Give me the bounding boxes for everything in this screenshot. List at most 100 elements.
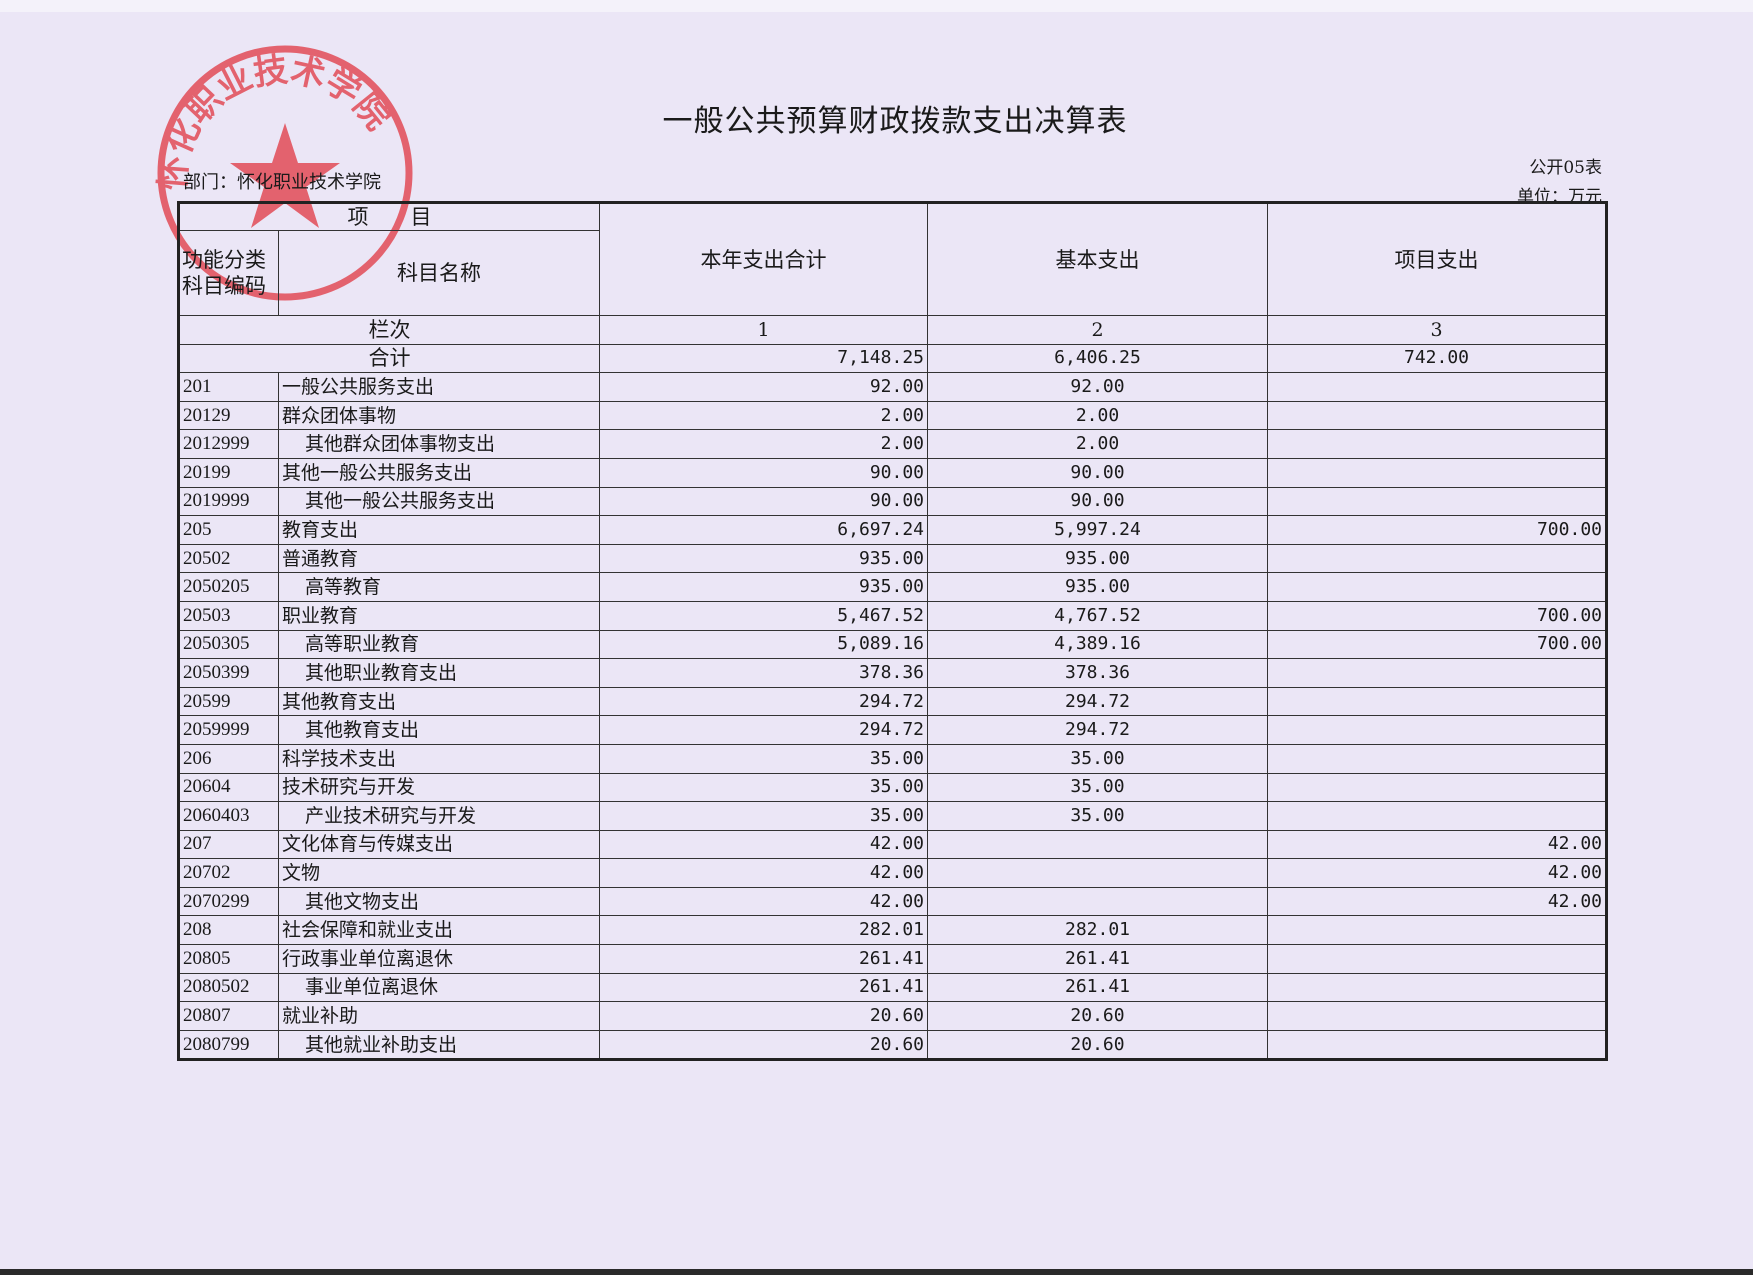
header-item: 项 目 [178,202,600,231]
sum-row-label: 合计 [178,343,600,374]
table-row: 2050305 高等职业教育 5,089.16 4,389.16 700.00 [178,629,1607,660]
row-name: 其他就业补助支出 [278,1029,600,1061]
row-project [1267,1029,1607,1061]
row-project [1267,801,1607,831]
row-code: 20503 [178,600,279,631]
table-row: 205 教育支出 6,697.24 5,997.24 700.00 [178,515,1607,545]
row-project [1267,429,1607,459]
row-code: 20807 [178,1001,279,1031]
table-row: 2080799 其他就业补助支出 20.60 20.60 [178,1029,1607,1061]
row-code: 2070299 [178,886,279,917]
row-code: 206 [178,743,279,774]
department-label: 部门：怀化职业技术学院 [183,172,381,193]
row-name: 事业单位离退休 [278,972,600,1003]
row-name: 高等教育 [278,572,600,602]
row-name: 职业教育 [278,600,600,631]
row-name: 其他教育支出 [278,686,600,717]
table-row: 20702 文物 42.00 42.00 [178,858,1607,888]
row-name: 其他群众团体事物支出 [278,429,600,459]
table-row: 20604 技术研究与开发 35.00 35.00 [178,772,1607,803]
row-total: 90.00 [599,457,928,488]
row-project [1267,715,1607,745]
row-project [1267,400,1607,431]
row-name: 科学技术支出 [278,743,600,774]
row-basic: 35.00 [927,772,1268,803]
row-name: 其他一般公共服务支出 [278,457,600,488]
header-project: 项目支出 [1267,202,1607,316]
row-basic: 294.72 [927,715,1268,745]
row-basic: 935.00 [927,572,1268,602]
row-name: 文化体育与传媒支出 [278,829,600,860]
row-code: 201 [178,372,279,402]
table-row: 20502 普通教育 935.00 935.00 [178,543,1607,574]
row-total: 935.00 [599,572,928,602]
row-total: 20.60 [599,1001,928,1031]
row-code: 20129 [178,400,279,431]
row-total: 92.00 [599,372,928,402]
row-basic: 90.00 [927,457,1268,488]
row-name: 技术研究与开发 [278,772,600,803]
row-total: 35.00 [599,743,928,774]
row-basic [927,829,1268,860]
row-name: 其他一般公共服务支出 [278,486,600,517]
row-basic: 261.41 [927,944,1268,974]
scan-top-edge [0,0,1753,12]
row-project [1267,372,1607,402]
row-project [1267,743,1607,774]
form-number: 公开05表 [1529,158,1602,178]
row-basic: 261.41 [927,972,1268,1003]
row-name: 产业技术研究与开发 [278,801,600,831]
header-name: 科目名称 [278,230,600,316]
row-code: 2019999 [178,486,279,517]
row-total: 42.00 [599,829,928,860]
row-name: 教育支出 [278,515,600,545]
row-basic: 2.00 [927,400,1268,431]
row-basic: 4,767.52 [927,600,1268,631]
scan-bottom-edge [0,1269,1753,1275]
table-row: 208 社会保障和就业支出 282.01 282.01 [178,915,1607,946]
row-code: 20702 [178,858,279,888]
header-basic: 基本支出 [927,202,1268,316]
row-code: 208 [178,915,279,946]
row-name: 就业补助 [278,1001,600,1031]
row-code: 20199 [178,457,279,488]
row-basic: 35.00 [927,801,1268,831]
row-project: 700.00 [1267,629,1607,660]
page-title: 一般公共预算财政拨款支出决算表 [662,104,1128,139]
row-name: 文物 [278,858,600,888]
row-project [1267,1001,1607,1031]
row-name: 其他教育支出 [278,715,600,745]
row-project: 42.00 [1267,886,1607,917]
table-row: 207 文化体育与传媒支出 42.00 42.00 [178,829,1607,860]
row-code: 2060403 [178,801,279,831]
table-row: 2060403 产业技术研究与开发 35.00 35.00 [178,801,1607,831]
table-row: 2019999 其他一般公共服务支出 90.00 90.00 [178,486,1607,517]
row-name: 高等职业教育 [278,629,600,660]
row-basic: 378.36 [927,658,1268,688]
row-total: 6,697.24 [599,515,928,545]
row-total: 282.01 [599,915,928,946]
row-project [1267,658,1607,688]
row-basic: 20.60 [927,1029,1268,1061]
row-project [1267,972,1607,1003]
row-basic: 2.00 [927,429,1268,459]
row-code: 20604 [178,772,279,803]
row-project: 700.00 [1267,600,1607,631]
column-index-2: 2 [927,315,1268,345]
row-basic: 935.00 [927,543,1268,574]
row-code: 2050205 [178,572,279,602]
row-code: 207 [178,829,279,860]
row-total: 5,467.52 [599,600,928,631]
row-project [1267,944,1607,974]
row-total: 261.41 [599,944,928,974]
row-total: 35.00 [599,772,928,803]
row-total: 90.00 [599,486,928,517]
row-total: 294.72 [599,715,928,745]
row-total: 935.00 [599,543,928,574]
sum-project: 742.00 [1267,343,1607,374]
row-total: 5,089.16 [599,629,928,660]
header-code: 功能分类科目编码 [178,230,279,316]
row-project [1267,543,1607,574]
row-name: 其他职业教育支出 [278,658,600,688]
row-basic [927,858,1268,888]
